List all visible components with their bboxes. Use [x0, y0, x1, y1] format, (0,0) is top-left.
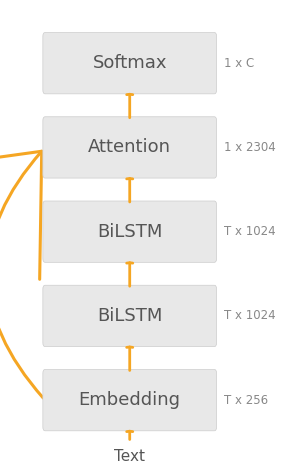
FancyArrowPatch shape [0, 151, 43, 398]
Text: Attention: Attention [88, 139, 171, 156]
Text: 1 x C: 1 x C [224, 57, 254, 70]
Text: BiLSTM: BiLSTM [97, 307, 162, 325]
Text: T x 1024: T x 1024 [224, 309, 276, 322]
FancyBboxPatch shape [43, 370, 217, 431]
Text: Embedding: Embedding [79, 391, 181, 409]
FancyBboxPatch shape [43, 117, 217, 178]
Text: 1 x 2304: 1 x 2304 [224, 141, 276, 154]
FancyBboxPatch shape [43, 285, 217, 346]
FancyBboxPatch shape [43, 32, 217, 94]
Text: Text: Text [114, 449, 145, 464]
Text: Softmax: Softmax [92, 54, 167, 72]
FancyBboxPatch shape [43, 201, 217, 262]
Text: T x 1024: T x 1024 [224, 225, 276, 238]
Text: T x 256: T x 256 [224, 394, 268, 407]
Text: BiLSTM: BiLSTM [97, 223, 162, 241]
